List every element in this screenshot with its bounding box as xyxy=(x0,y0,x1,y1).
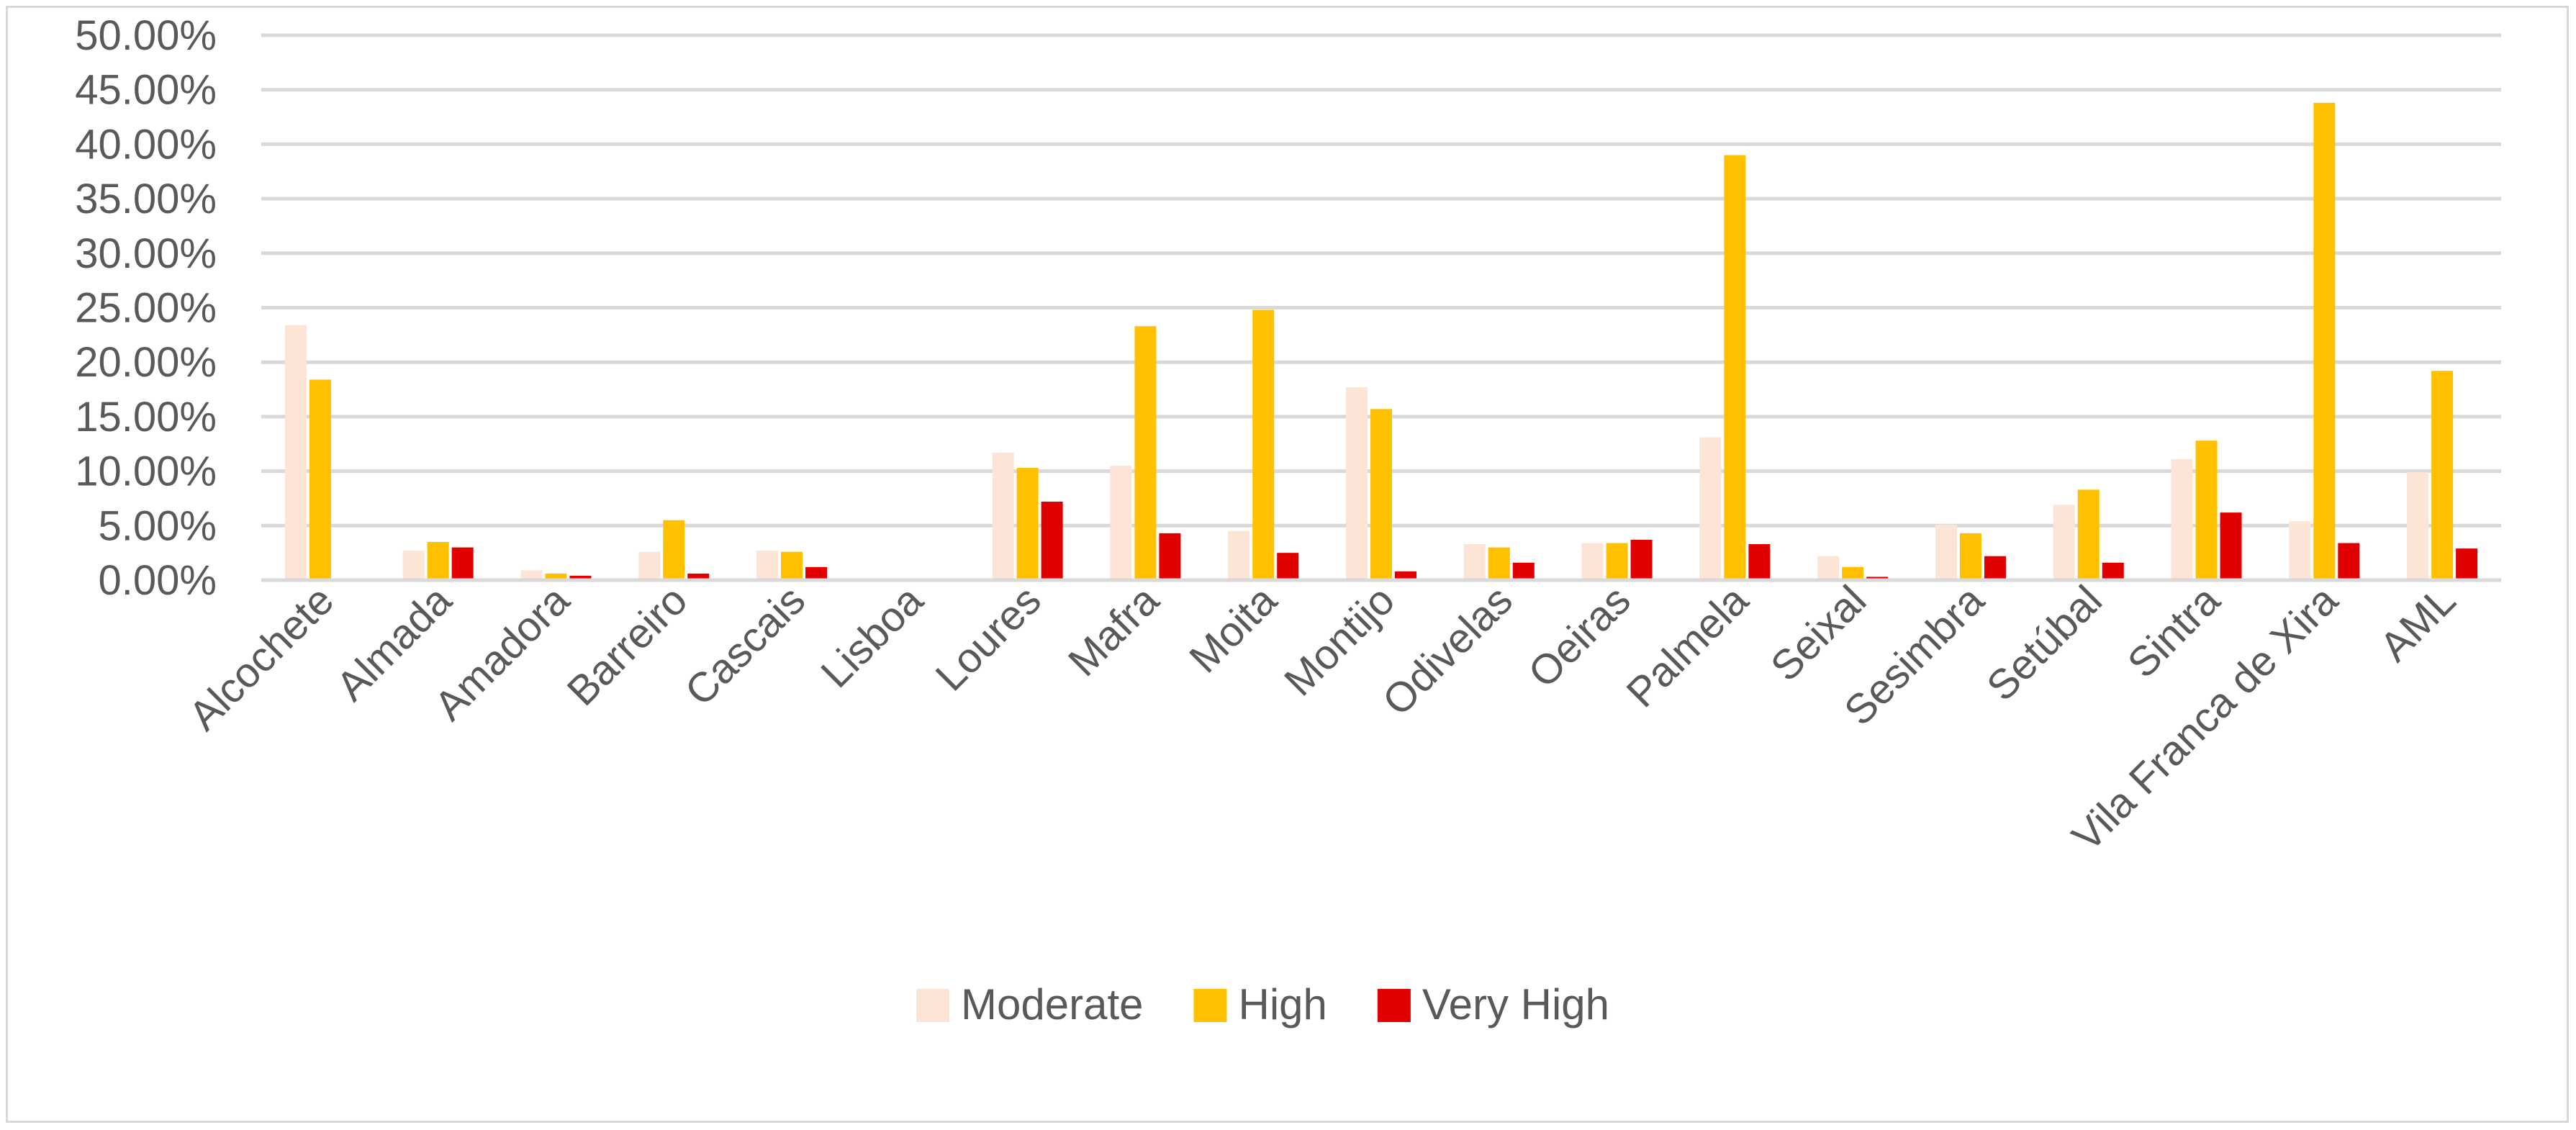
bar-moderate xyxy=(1346,387,1368,580)
bar-high xyxy=(1370,409,1392,580)
x-category-label: Mafra xyxy=(1059,577,1168,685)
bar-very-high xyxy=(1984,556,2006,580)
bar-high xyxy=(2077,489,2100,580)
bar-very-high xyxy=(1159,533,1181,580)
bar-very-high xyxy=(2456,548,2478,580)
chart-frame: 0.00% 5.00% 10.00% 15.00% 20.00% 25.00% 30.00%… xyxy=(6,6,2569,1123)
y-tick-label: 40.00% xyxy=(75,121,217,168)
bar-very-high xyxy=(1748,544,1771,580)
bar-very-high xyxy=(451,547,474,580)
y-tick-label: 45.00% xyxy=(75,67,217,114)
bar-high xyxy=(309,379,331,580)
bar-moderate xyxy=(2053,505,2075,580)
bar-high xyxy=(663,520,685,580)
y-tick-label: 5.00% xyxy=(99,502,217,549)
grid-lines xyxy=(261,33,2501,528)
x-category-label: Lisboa xyxy=(812,577,932,697)
bar-very-high xyxy=(1041,501,1063,580)
legend-swatch xyxy=(916,989,949,1022)
legend-label: Moderate xyxy=(961,980,1143,1029)
y-tick-label: 50.00% xyxy=(75,12,217,59)
bar-very-high xyxy=(687,573,710,580)
bar-moderate xyxy=(520,570,543,580)
bar-moderate xyxy=(756,551,779,580)
bar-high xyxy=(1606,543,1628,580)
bars xyxy=(284,102,2478,581)
bar-moderate xyxy=(2289,521,2311,580)
bar-chart: 0.00% 5.00% 10.00% 15.00% 20.00% 25.00% 30.00%… xyxy=(75,12,2501,1029)
y-tick-label: 25.00% xyxy=(75,285,217,332)
bar-moderate xyxy=(1228,530,1250,580)
bar-moderate xyxy=(1581,543,1604,580)
bar-high xyxy=(545,573,567,580)
bar-moderate xyxy=(1699,437,1722,580)
bar-high xyxy=(2195,440,2218,580)
bar-very-high xyxy=(1630,539,1653,580)
bar-moderate xyxy=(1110,466,1132,580)
x-axis-category-labels: AlcocheteAlmadaAmadoraBarreiroCascaisLis… xyxy=(180,577,2464,861)
legend: Moderate High Very High xyxy=(916,980,1609,1029)
bar-moderate xyxy=(1935,524,1957,580)
x-category-label: Barreiro xyxy=(559,577,697,715)
bar-very-high xyxy=(569,575,592,580)
bar-high xyxy=(1842,566,1864,580)
legend-swatch xyxy=(1193,989,1227,1022)
x-category-label: Setúbal xyxy=(1978,577,2111,710)
bar-high xyxy=(1724,155,1746,581)
x-category-label: Moita xyxy=(1180,577,1286,682)
bar-moderate xyxy=(638,551,661,580)
bar-high xyxy=(1959,533,1981,580)
y-tick-label: 15.00% xyxy=(75,394,217,440)
y-tick-label: 10.00% xyxy=(75,448,217,495)
bar-high xyxy=(2313,102,2336,581)
x-category-label: Seixal xyxy=(1762,577,1876,690)
bar-very-high xyxy=(2102,562,2124,580)
x-category-label: Palmela xyxy=(1617,577,1758,717)
bar-high xyxy=(1252,309,1275,580)
bar-very-high xyxy=(2338,543,2360,580)
bar-moderate xyxy=(2407,472,2429,580)
bar-very-high xyxy=(1277,553,1299,580)
y-tick-label: 20.00% xyxy=(75,339,217,386)
y-tick-label: 0.00% xyxy=(99,557,217,604)
y-tick-label: 30.00% xyxy=(75,230,217,277)
x-category-label: Sintra xyxy=(2119,577,2230,687)
bar-high xyxy=(1016,468,1039,580)
y-axis-tick-labels: 0.00% 5.00% 10.00% 15.00% 20.00% 25.00% 30.00%… xyxy=(75,12,217,604)
legend-swatch xyxy=(1377,989,1411,1022)
bar-high xyxy=(427,542,449,580)
bar-high xyxy=(1134,326,1157,580)
y-tick-label: 35.00% xyxy=(75,176,217,222)
bar-moderate xyxy=(2171,458,2193,580)
x-category-label: Cascais xyxy=(676,577,814,715)
x-category-label: AML xyxy=(2371,577,2464,670)
bar-very-high xyxy=(1395,571,1416,580)
bar-high xyxy=(781,551,803,580)
legend-label: High xyxy=(1238,980,1327,1029)
bar-moderate xyxy=(992,452,1014,580)
bar-moderate xyxy=(402,551,425,580)
legend-label: Very High xyxy=(1422,980,1609,1029)
x-category-label: Loures xyxy=(926,577,1049,700)
bar-high xyxy=(1488,547,1510,580)
bar-very-high xyxy=(805,566,828,580)
x-category-label: Odivelas xyxy=(1373,577,1522,725)
bar-moderate xyxy=(1463,544,1486,580)
bar-very-high xyxy=(1512,562,1535,580)
bar-moderate xyxy=(284,325,307,580)
bar-very-high xyxy=(2220,512,2242,580)
bar-high xyxy=(2431,371,2454,580)
bar-moderate xyxy=(1817,556,1840,580)
